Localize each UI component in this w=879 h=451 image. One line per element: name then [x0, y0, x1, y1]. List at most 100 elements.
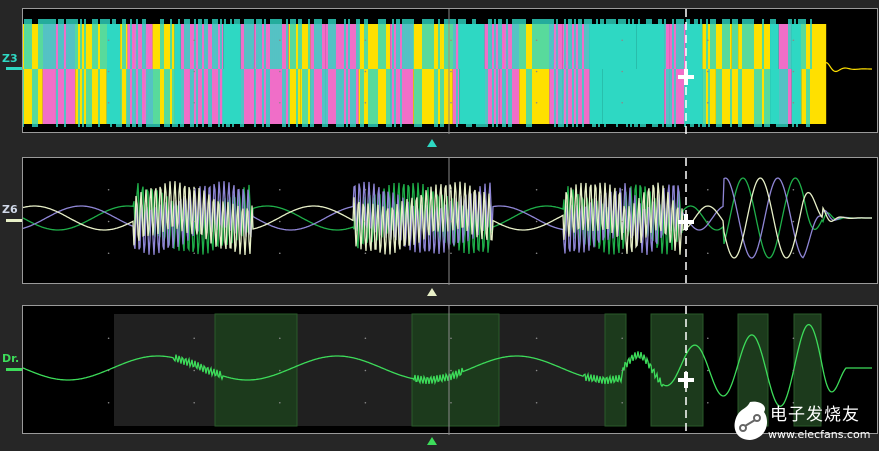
signal-band — [180, 24, 190, 124]
grid-dot — [707, 188, 709, 191]
grid-dot — [792, 101, 795, 104]
grid-dot — [107, 337, 110, 340]
grid-dot — [193, 401, 195, 404]
grid-dot — [193, 369, 195, 372]
grid-dot — [792, 188, 795, 191]
grid-dot — [279, 252, 281, 255]
grid-dot — [621, 188, 623, 191]
grid-dot — [707, 369, 709, 372]
grid-dot — [792, 220, 795, 223]
highlight-region — [793, 313, 822, 427]
grid-dot — [450, 220, 452, 223]
grid-dot — [792, 401, 795, 404]
signal-band — [731, 24, 739, 124]
grid-dot — [621, 39, 623, 42]
drive-trace — [23, 323, 872, 407]
grid-dot — [107, 70, 110, 73]
grid-dot — [535, 39, 538, 42]
grid-dot — [450, 337, 452, 340]
grid-dot — [193, 220, 195, 223]
grid-dot — [621, 252, 623, 255]
grid-dot — [450, 101, 452, 104]
grid-dot — [193, 252, 195, 255]
grid-dot — [792, 252, 795, 255]
grid-dot — [364, 70, 367, 73]
grid-dot — [107, 401, 110, 404]
highlight-region — [604, 313, 627, 427]
waveform-panel-z3[interactable] — [22, 8, 878, 134]
grid-dot — [279, 188, 281, 191]
waveform-plot-z6 — [23, 158, 872, 285]
trigger-marker-icon[interactable] — [427, 437, 437, 445]
grid-dot — [279, 39, 281, 42]
grid-dot — [450, 39, 452, 42]
grid-dot — [107, 101, 110, 104]
grid-dot — [364, 188, 367, 191]
grid-dot — [279, 70, 281, 73]
signal-band — [288, 24, 301, 124]
signal-band — [441, 24, 453, 124]
grid-dot — [535, 252, 538, 255]
grid-dot — [279, 220, 281, 223]
channel-marker-z6[interactable] — [6, 219, 22, 222]
grid-dot — [107, 252, 110, 255]
grid-dot — [621, 220, 623, 223]
channel-marker-z3[interactable] — [6, 67, 22, 70]
watermark-logo: 电子发烧友 www.elecfans.com — [730, 398, 875, 448]
grid-dot — [707, 401, 709, 404]
waveform-panel-dr[interactable] — [22, 305, 878, 435]
highlight-region — [411, 313, 500, 427]
grid-dot — [107, 220, 110, 223]
trigger-marker-icon[interactable] — [427, 288, 437, 296]
grid-dot — [193, 101, 195, 104]
grid-dot — [450, 70, 452, 73]
grid-dot — [364, 252, 367, 255]
grid-dot — [364, 39, 367, 42]
grid-dot — [621, 369, 623, 372]
signal-band — [770, 24, 779, 124]
channel-marker-dr[interactable] — [6, 368, 22, 371]
grid-dot — [279, 337, 281, 340]
grid-dot — [450, 369, 452, 372]
signal-band — [685, 24, 703, 124]
grid-dot — [107, 39, 110, 42]
grid-dot — [621, 70, 623, 73]
cursor-crosshair-icon — [678, 372, 694, 388]
grid-dot — [193, 70, 195, 73]
grid-dot — [107, 369, 110, 372]
grid-dot — [279, 401, 281, 404]
grid-dot — [193, 39, 195, 42]
grid-dot — [707, 337, 709, 340]
grid-dot — [621, 101, 623, 104]
phase-trace — [23, 177, 872, 259]
signal-band — [120, 24, 128, 124]
grid-dot — [707, 252, 709, 255]
trigger-marker-icon[interactable] — [427, 139, 437, 147]
waveform-plot-dr — [23, 306, 872, 435]
channel-label-dr: Dr. — [2, 352, 20, 365]
grid-dot — [792, 337, 795, 340]
grid-dot — [364, 369, 367, 372]
highlight-region — [650, 313, 704, 427]
grid-dot — [792, 39, 795, 42]
grid-dot — [279, 369, 281, 372]
grid-dot — [535, 369, 538, 372]
grid-dot — [707, 70, 709, 73]
signal-band — [452, 24, 460, 124]
grid-dot — [450, 252, 452, 255]
grid-dot — [535, 70, 538, 73]
grid-dot — [535, 101, 538, 104]
channel-label-z6: Z6 — [2, 203, 18, 216]
watermark-name: 电子发烧友 — [770, 405, 860, 425]
grid-dot — [621, 337, 623, 340]
grid-dot — [792, 369, 795, 372]
grid-dot — [193, 337, 195, 340]
grid-dot — [792, 70, 795, 73]
grid-dot — [364, 337, 367, 340]
grid-dot — [535, 220, 538, 223]
grid-dot — [535, 401, 538, 404]
waveform-plot-z3 — [23, 9, 873, 134]
grid-dot — [621, 401, 623, 404]
waveform-panel-z6[interactable] — [22, 157, 878, 285]
elecfans-logo-icon — [734, 401, 768, 440]
